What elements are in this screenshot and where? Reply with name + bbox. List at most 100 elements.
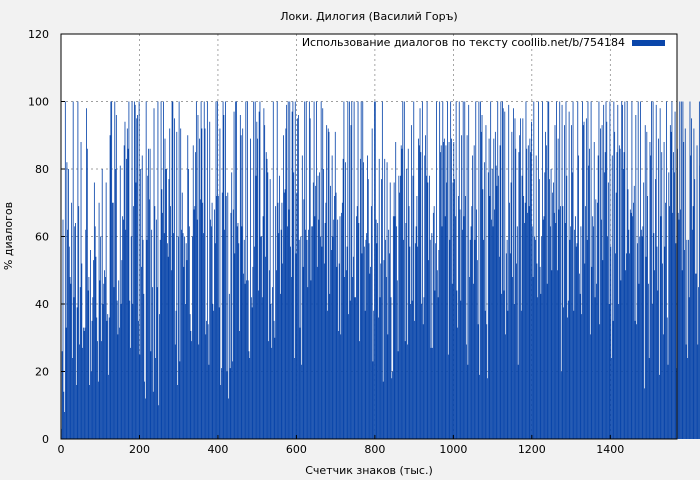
bar (206, 320, 208, 439)
bar (138, 101, 140, 439)
bar (141, 266, 142, 439)
bar (644, 125, 646, 439)
bar (344, 277, 346, 439)
bar (310, 280, 312, 439)
bar (294, 358, 295, 439)
bar (92, 297, 94, 439)
bar (208, 364, 210, 439)
bar (670, 131, 672, 439)
bar (579, 293, 581, 439)
bar (696, 145, 698, 439)
bar (93, 182, 95, 439)
bar (124, 121, 126, 439)
axes: 0 200 400 600 800 1000 1200 1400 0 20 40 60 80 100 120 (28, 28, 624, 456)
bar (261, 236, 262, 439)
bar (270, 304, 272, 439)
bar (100, 236, 102, 439)
bar (553, 212, 555, 439)
bar (641, 236, 643, 439)
bar (62, 219, 64, 439)
bar (373, 310, 375, 439)
bar (589, 148, 590, 439)
bar (652, 101, 654, 439)
bar (330, 250, 332, 439)
bar (483, 239, 485, 439)
bar (402, 101, 404, 439)
bar (563, 307, 565, 439)
bar (404, 341, 406, 439)
bar (162, 212, 164, 439)
bar (206, 101, 208, 439)
bar (71, 202, 73, 439)
bar (129, 300, 131, 439)
bar (632, 216, 634, 439)
bar (147, 175, 149, 439)
bar (220, 385, 222, 439)
bar (365, 239, 367, 439)
bar (183, 266, 185, 439)
bar (555, 223, 557, 439)
bar (122, 219, 124, 439)
bar (109, 135, 111, 439)
bar (356, 206, 358, 439)
bar (504, 111, 506, 439)
bar (245, 101, 247, 439)
bar (178, 101, 180, 439)
bar (631, 101, 633, 439)
bar (188, 226, 190, 439)
bar (86, 148, 88, 439)
bar (634, 320, 636, 439)
bar (76, 307, 78, 439)
bar (510, 182, 512, 439)
bar (291, 111, 293, 439)
bar (497, 101, 499, 439)
bar (133, 101, 135, 439)
bar (655, 104, 657, 439)
bar (357, 101, 359, 439)
bar (441, 226, 443, 439)
bar (630, 212, 632, 439)
bar (651, 304, 653, 439)
bar (323, 263, 325, 439)
bar (359, 158, 361, 439)
bar (71, 358, 73, 439)
bar (352, 256, 354, 439)
bar (68, 246, 70, 439)
bar (678, 219, 680, 439)
bar (315, 185, 317, 439)
bar (674, 111, 676, 439)
bar (213, 310, 215, 439)
bar (232, 361, 233, 439)
bar (560, 206, 561, 439)
bar (132, 304, 134, 439)
bar (375, 219, 377, 439)
bar (498, 175, 499, 439)
bar (352, 277, 353, 439)
bar (287, 101, 289, 439)
bar (577, 101, 579, 439)
bar (637, 101, 639, 439)
bar (681, 270, 683, 439)
bar (149, 148, 151, 439)
bar (664, 246, 666, 439)
bar (491, 219, 492, 439)
bar (131, 101, 133, 439)
bar (229, 368, 231, 439)
bar (625, 253, 627, 439)
bar (451, 283, 453, 439)
bar (657, 290, 659, 439)
bar (436, 270, 438, 439)
bar (459, 209, 461, 439)
bar (400, 145, 402, 439)
bar (382, 381, 384, 439)
bar (341, 202, 343, 439)
bar (534, 236, 536, 439)
bar (306, 239, 308, 439)
bar (526, 148, 528, 439)
bar (136, 118, 138, 439)
y-tick-label: 80 (35, 163, 49, 176)
bar (74, 226, 76, 439)
bar (599, 324, 601, 439)
bar (677, 212, 679, 439)
bar (495, 165, 497, 439)
